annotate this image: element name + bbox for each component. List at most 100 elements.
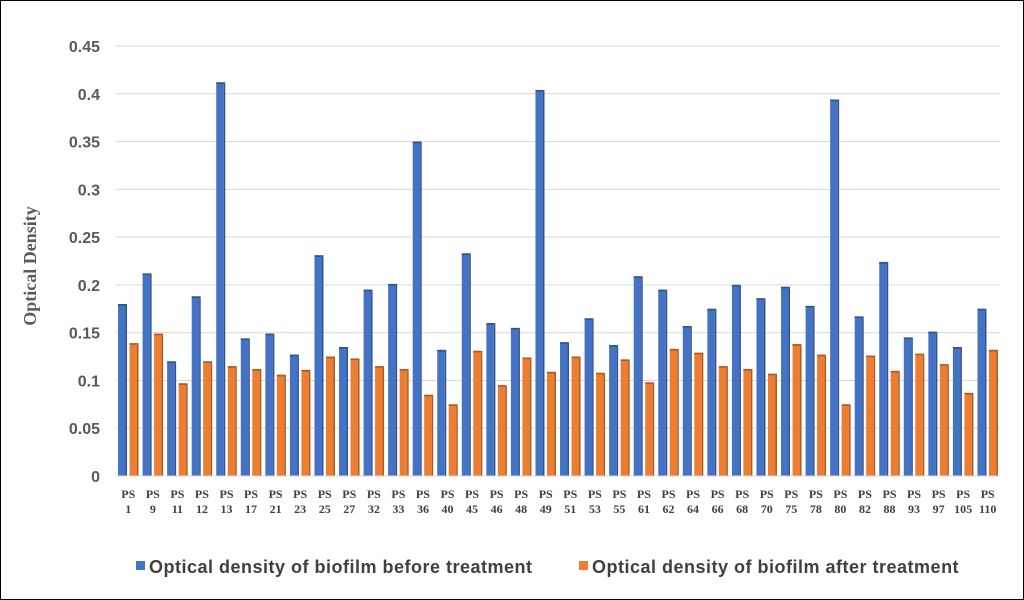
- bar-shadow: [444, 351, 447, 476]
- bar-shadow: [592, 319, 594, 476]
- bar-after-PS-80: [841, 404, 850, 476]
- bar-shadow: [750, 370, 753, 476]
- x-tick-label-prefix: PS: [219, 487, 233, 501]
- x-tick-label-number: 61: [638, 502, 650, 516]
- bar-shadow: [199, 297, 201, 476]
- bar-top: [903, 337, 913, 340]
- x-tick-label-number: 46: [491, 502, 503, 516]
- bar-shadow: [420, 143, 422, 477]
- x-tick-label-number: 25: [319, 502, 331, 516]
- bar-top: [118, 304, 128, 306]
- bar-before-PS-45: [461, 253, 470, 476]
- bar-shadow: [272, 335, 275, 476]
- x-tick-label-prefix: PS: [244, 487, 258, 501]
- bar-shadow: [641, 277, 643, 476]
- bar-shadow: [150, 274, 152, 476]
- y-tick-label: 0.2: [78, 278, 100, 295]
- bar-shadow: [788, 288, 791, 476]
- x-tick-label-prefix: PS: [367, 487, 381, 501]
- bar-top: [669, 348, 679, 351]
- x-tick-label-number: 9: [150, 502, 156, 516]
- bar-shadow: [248, 339, 250, 476]
- x-tick-label-number: 27: [343, 502, 355, 516]
- bar-top: [694, 352, 704, 355]
- x-tick-label-prefix: PS: [882, 487, 896, 501]
- bar-shadow: [824, 356, 827, 476]
- bar-after-PS-88: [890, 370, 899, 476]
- x-tick-label-number: 53: [589, 502, 601, 516]
- bar-shadow: [382, 367, 385, 476]
- x-tick-label-number: 68: [736, 502, 748, 516]
- bar-shadow: [739, 286, 741, 476]
- bar-top: [473, 350, 483, 353]
- bar-shadow: [947, 365, 949, 476]
- bar-shadow: [554, 373, 556, 476]
- bar-top: [276, 374, 286, 377]
- bar-top: [879, 261, 889, 264]
- bar-shadow: [395, 285, 398, 476]
- bar-before-PS-55: [609, 345, 617, 476]
- bar-after-PS-93: [915, 353, 923, 476]
- bar-shadow: [813, 307, 815, 476]
- bar-top: [191, 296, 201, 298]
- bar-top: [142, 273, 152, 276]
- bar-after-PS-21: [276, 374, 285, 476]
- x-tick-label-prefix: PS: [637, 487, 651, 501]
- bar-after-PS-1: [129, 343, 138, 476]
- bar-after-PS-13: [227, 366, 236, 476]
- bar-after-PS-66: [718, 366, 727, 476]
- x-tick-label-prefix: PS: [318, 487, 332, 501]
- bar-shadow: [431, 396, 434, 476]
- bar-shadow: [284, 376, 286, 476]
- x-tick-label-prefix: PS: [686, 487, 700, 501]
- x-tick-label-prefix: PS: [170, 487, 184, 501]
- bar-after-PS-105: [964, 392, 972, 476]
- y-tick-label: 0.15: [69, 326, 100, 343]
- x-tick-label-prefix: PS: [858, 487, 872, 501]
- bar-top: [399, 368, 409, 371]
- legend-swatch: [136, 561, 145, 570]
- legend: Optical density of biofilm before treatm…: [136, 557, 959, 577]
- x-tick-label-prefix: PS: [490, 487, 504, 501]
- gridlines: [116, 45, 1000, 429]
- bar-before-PS-53: [584, 318, 593, 476]
- bar-before-PS-9: [142, 273, 151, 476]
- bar-top: [461, 253, 471, 255]
- bar-after-PS-75: [792, 344, 801, 476]
- bar-after-PS-70: [767, 373, 776, 476]
- bar-after-PS-48: [522, 357, 530, 476]
- bar-top: [952, 347, 962, 349]
- x-tick-label-number: 97: [933, 502, 945, 516]
- bar-shadow: [542, 91, 545, 476]
- bar-shadow: [775, 375, 777, 476]
- bar-after-PS-78: [817, 354, 825, 476]
- bar-top: [609, 345, 619, 347]
- bar-after-PS-110: [988, 349, 997, 476]
- x-tick-label-prefix: PS: [932, 487, 946, 501]
- bar-shadow: [701, 354, 704, 476]
- bar-shadow: [911, 338, 913, 476]
- legend-label: Optical density of biofilm after treatme…: [592, 557, 959, 577]
- bar-top: [571, 356, 581, 359]
- bar-top: [535, 89, 545, 92]
- y-axis-ticks: 0 0.05 0.1 0.15 0.2 0.25 0.3 0.35 0.4 0.45: [69, 39, 100, 486]
- x-tick-label-number: 49: [540, 502, 552, 516]
- bar-shadow: [235, 367, 237, 476]
- bar-before-PS-27: [339, 347, 347, 476]
- x-tick-label-number: 62: [663, 502, 675, 516]
- bar-top: [154, 333, 164, 336]
- bar-before-PS-78: [805, 305, 814, 476]
- bar-shadow: [333, 358, 335, 476]
- bar-top: [633, 276, 643, 278]
- bar-top: [841, 404, 851, 406]
- x-tick-label-number: 78: [810, 502, 822, 516]
- bar-shadow: [469, 254, 471, 476]
- bar-shadow: [849, 405, 851, 476]
- x-tick-label-prefix: PS: [956, 487, 970, 501]
- x-tick-label-number: 12: [196, 502, 208, 516]
- bar-after-PS-46: [497, 385, 506, 476]
- bar-shadow: [763, 299, 766, 476]
- bar-shadow: [665, 291, 668, 476]
- bar-before-PS-46: [486, 323, 494, 476]
- bar-shadow: [971, 394, 974, 476]
